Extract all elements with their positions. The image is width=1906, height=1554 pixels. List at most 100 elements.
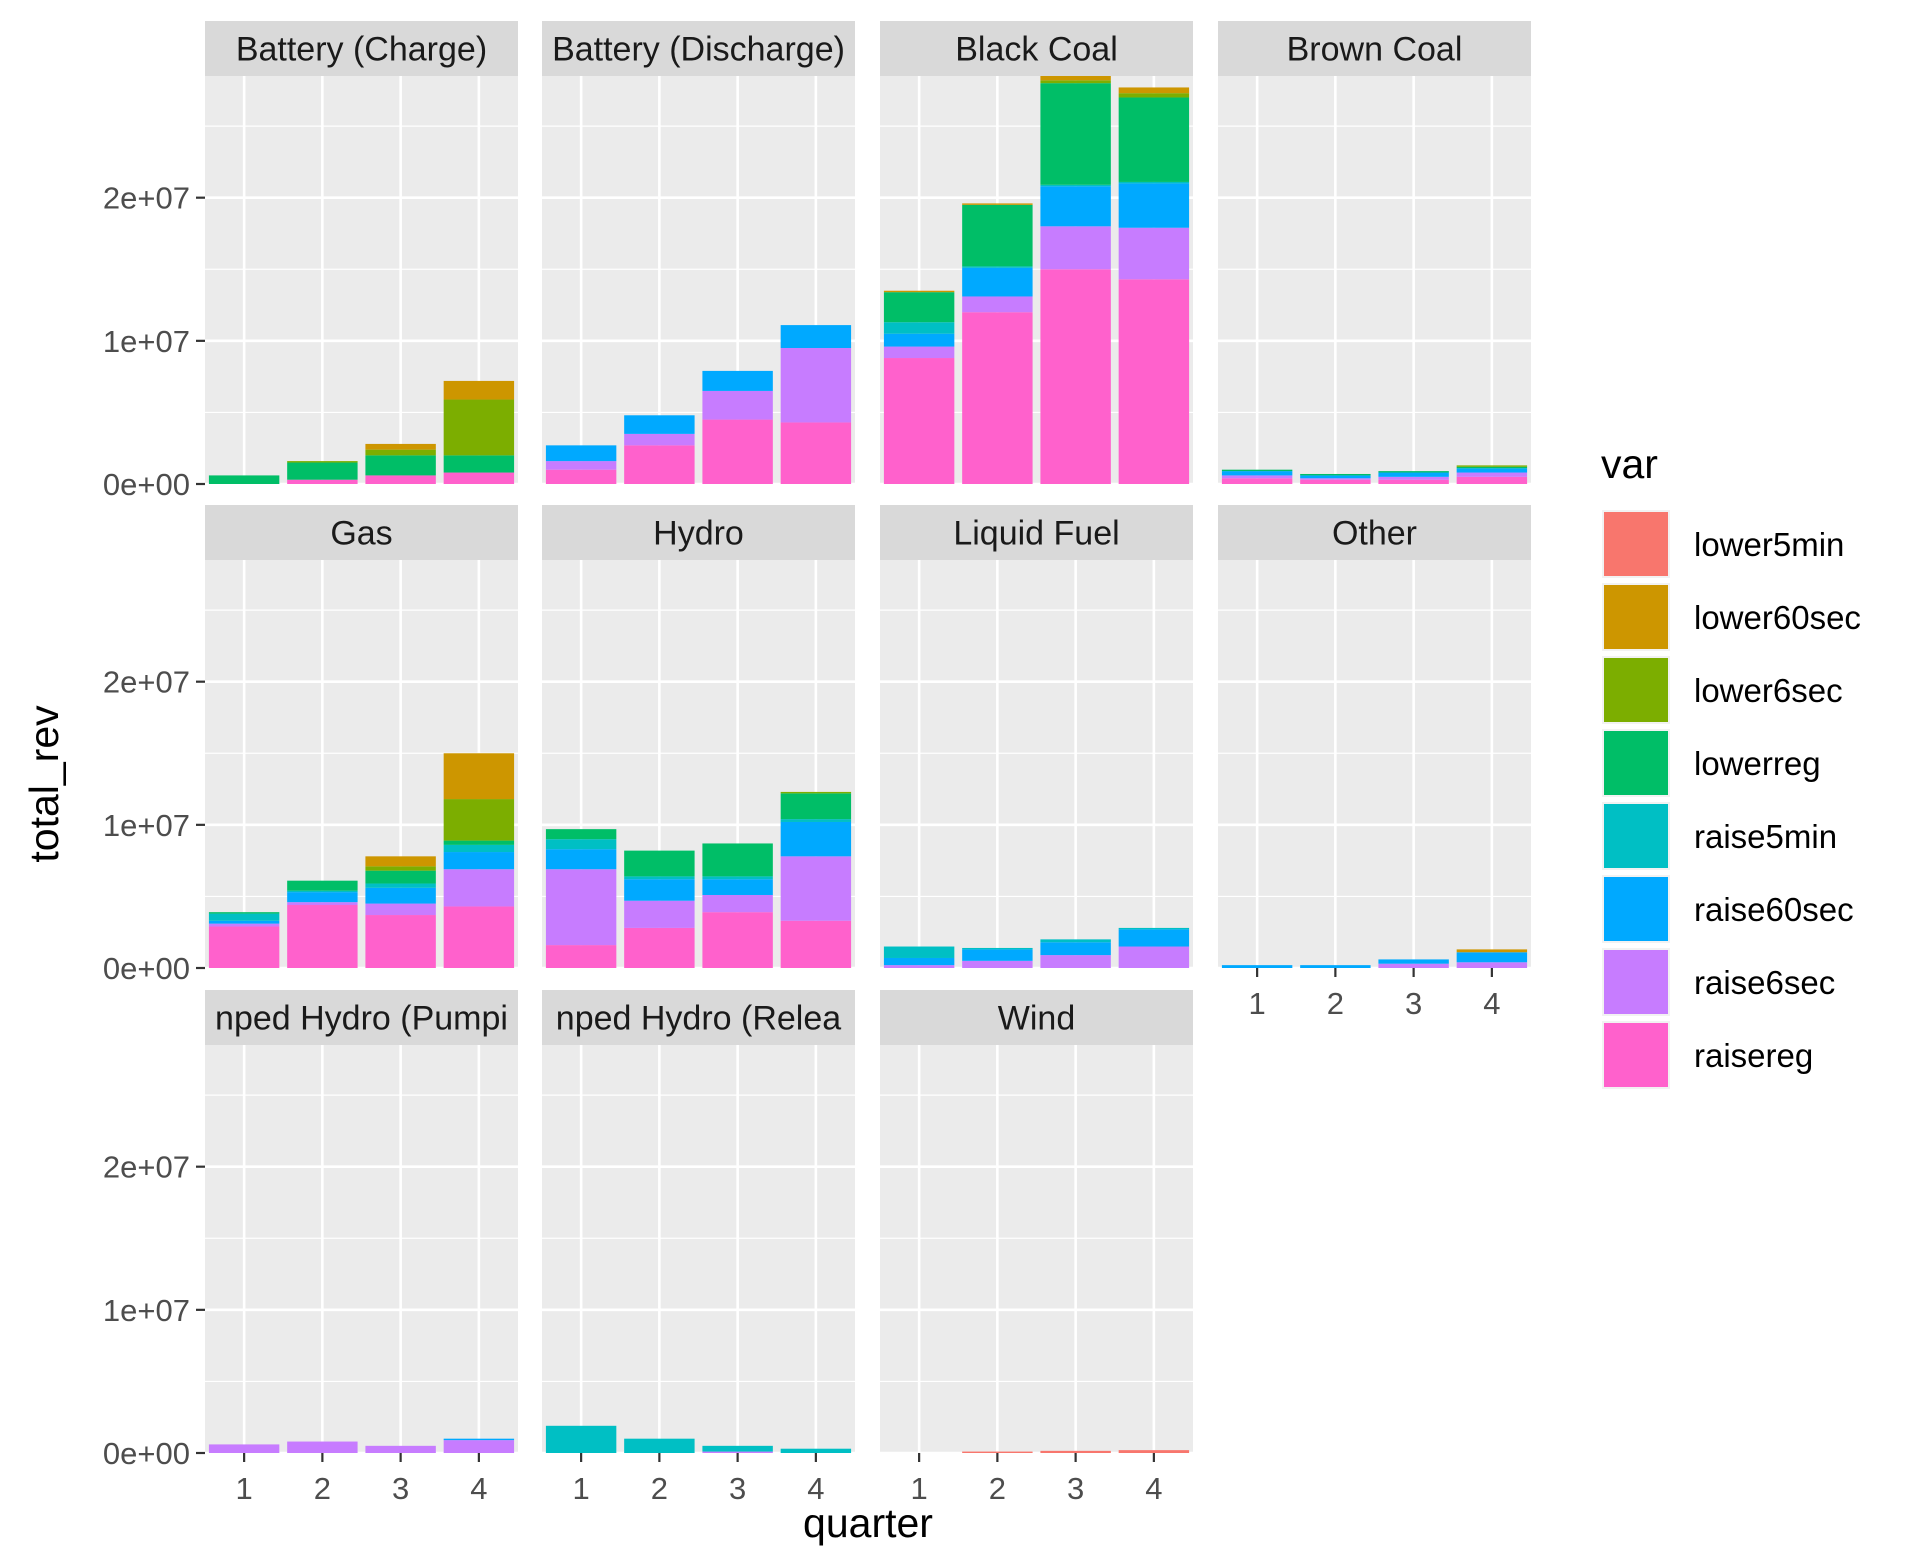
legend-swatch-raise6sec — [1604, 950, 1668, 1014]
bar-segment-lower60sec-q1 — [883, 290, 955, 293]
bar-segment-raise60sec-q2 — [1300, 475, 1371, 479]
bar-segment-raise6sec-q2 — [962, 960, 1033, 968]
facet-panel-gas: Gas — [205, 505, 518, 970]
facet-strip-label: Battery (Charge) — [236, 31, 487, 69]
bar-segment-raise5min-q4 — [1118, 927, 1190, 930]
bar-segment-lowerreg-q2 — [962, 204, 1033, 267]
panel-background — [880, 1045, 1193, 1453]
bar-segment-raisereg-q1 — [545, 469, 617, 484]
bar-segment-raise60sec-q2 — [962, 949, 1033, 961]
bar-segment-raise60sec-q4 — [443, 852, 515, 870]
y-tick-label: 2e+07 — [103, 181, 190, 216]
bar-segment-raise60sec-q2 — [1300, 965, 1371, 968]
bar-segment-lower6sec-q4 — [443, 799, 515, 841]
bar-segment-raise5min-q3 — [702, 876, 773, 880]
bar-segment-lower5min-q2 — [962, 1451, 1033, 1453]
facet-strip — [880, 505, 1193, 560]
facet-strip-label: Other — [1332, 515, 1417, 553]
bar-segment-lower60sec-q4 — [1456, 949, 1528, 953]
bar-segment-lower5min-q4 — [1118, 1450, 1190, 1453]
facet-strip — [205, 505, 518, 560]
facet-strip-label: Gas — [330, 515, 392, 553]
bar-segment-raisereg-q1 — [1221, 478, 1293, 484]
bar-segment-raisereg-q3 — [365, 475, 436, 484]
x-tick-label: 2 — [989, 1471, 1006, 1506]
legend-swatch-lower5min — [1604, 512, 1668, 576]
bar-segment-raise5min-q3 — [702, 1445, 773, 1452]
bar-segment-raise60sec-q2 — [287, 892, 358, 903]
legend-label-lower60sec: lower60sec — [1694, 599, 1861, 636]
y-tick-label: 0e+00 — [103, 951, 190, 986]
bar-segment-lower6sec-q2 — [287, 461, 358, 463]
legend-title: var — [1601, 441, 1658, 487]
facet-panels: Battery (Charge) Battery (Discharge) Black… — [205, 21, 1531, 1455]
bar-segment-raise6sec-q4 — [1456, 962, 1528, 968]
bar-segment-raise60sec-q4 — [1456, 468, 1528, 473]
bar-segment-lower60sec-q2 — [962, 203, 1033, 205]
facet-strip — [205, 21, 518, 76]
facet-panel-other: Other — [1218, 505, 1531, 970]
bar-segment-raisereg-q2 — [1300, 479, 1371, 484]
bar-segment-raisereg-q3 — [365, 915, 436, 968]
panel-background — [1218, 560, 1531, 968]
bar-segment-raisereg-q1 — [883, 358, 955, 484]
facet-panel-wind: Wind — [880, 990, 1193, 1455]
facet-panel-black-coal: Black Coal — [880, 21, 1193, 486]
y-tick-label: 2e+07 — [103, 665, 190, 700]
x-tick-label: 1 — [1249, 986, 1266, 1021]
x-tick-label: 3 — [1067, 1471, 1084, 1506]
legend-label-raise6sec: raise6sec — [1694, 964, 1835, 1001]
bar-segment-lowerreg-q4 — [780, 793, 852, 820]
bar-segment-raise6sec-q4 — [1118, 227, 1190, 280]
bar-segment-raisereg-q4 — [780, 422, 852, 484]
x-axis-title: quarter — [803, 1500, 933, 1546]
facet-strip-label: Wind — [998, 1000, 1075, 1038]
bar-segment-raise60sec-q3 — [1378, 472, 1449, 477]
bar-segment-lowerreg-q2 — [287, 880, 358, 891]
bar-segment-lower60sec-q4 — [1118, 87, 1190, 94]
bar-segment-raise60sec-q4 — [443, 1438, 515, 1441]
bar-segment-lower60sec-q3 — [365, 443, 436, 450]
bar-segment-raise6sec-q1 — [208, 923, 280, 927]
bar-segment-raise6sec-q1 — [1221, 475, 1293, 479]
bar-segment-raise5min-q2 — [624, 1438, 695, 1453]
legend-swatch-lowerreg — [1604, 731, 1668, 795]
facet-strip-label: nped Hydro (Relea — [556, 1000, 841, 1038]
bar-segment-raise6sec-q1 — [208, 1444, 280, 1453]
bar-segment-raise60sec-q1 — [545, 849, 617, 870]
x-tick-label: 1 — [911, 1471, 928, 1506]
x-axes: 1 2 3 4 1 2 3 4 1 2 3 4 1 2 3 4 — [236, 968, 1501, 1506]
y-tick-label: 0e+00 — [103, 1436, 190, 1471]
bar-segment-raisereg-q2 — [287, 905, 358, 968]
facet-strip-label: Hydro — [653, 515, 744, 553]
panel-background — [1218, 76, 1531, 484]
facet-strip — [542, 990, 855, 1045]
bar-segment-raise60sec-q2 — [962, 267, 1033, 297]
bar-segment-raise60sec-q3 — [702, 879, 773, 895]
bar-segment-raise5min-q2 — [962, 266, 1033, 268]
bar-segment-raise6sec-q4 — [443, 869, 515, 907]
legend-swatch-raise60sec — [1604, 877, 1668, 941]
bar-segment-lower6sec-q4 — [1118, 93, 1190, 98]
bar-segment-raisereg-q2 — [962, 312, 1033, 484]
y-tick-label: 1e+07 — [103, 1293, 190, 1328]
bar-segment-raise5min-q4 — [443, 844, 515, 853]
facet-panel-battery-charge: Battery (Charge) — [205, 21, 518, 486]
bar-segment-raise60sec-q1 — [545, 445, 617, 462]
x-tick-label: 2 — [651, 1471, 668, 1506]
bar-segment-lower6sec-q3 — [365, 866, 436, 871]
bar-segment-raise6sec-q1 — [883, 965, 955, 968]
bar-segment-lowerreg-q3 — [702, 843, 773, 877]
bar-segment-raise6sec-q4 — [780, 348, 852, 423]
bar-segment-raisereg-q2 — [287, 479, 358, 484]
bar-segment-lowerreg-q1 — [545, 829, 617, 840]
bar-segment-lowerreg-q3 — [365, 455, 436, 476]
y-axes: 0e+00 1e+07 2e+07 0e+00 1e+07 2e+07 0e+00 1e+07… — [103, 181, 205, 1471]
x-tick-label: 3 — [729, 1471, 746, 1506]
bar-segment-raise6sec-q2 — [287, 1441, 358, 1453]
bar-segment-raisereg-q4 — [443, 906, 515, 968]
bar-segment-lowerreg-q1 — [208, 912, 280, 914]
facet-strip — [1218, 505, 1531, 560]
